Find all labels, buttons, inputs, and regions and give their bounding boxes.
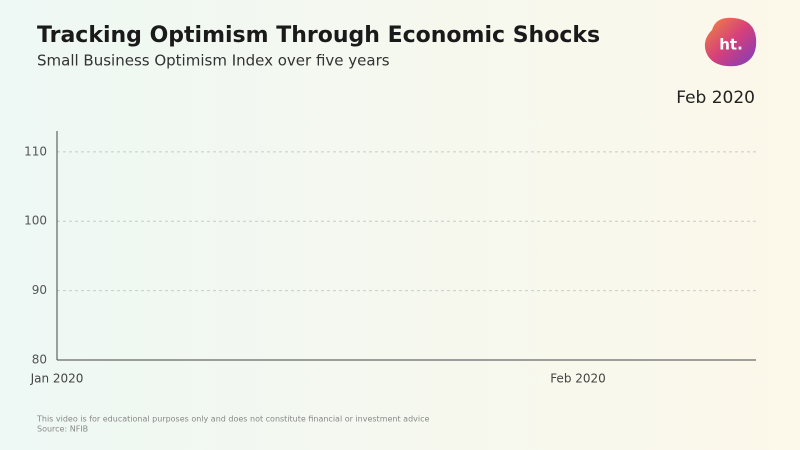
footnote: This video is for educational purposes o…	[36, 415, 429, 424]
y-tick-label: 100	[24, 214, 47, 228]
x-tick-label: Feb 2020	[550, 372, 606, 386]
chart-subtitle: Small Business Optimism Index over five …	[37, 52, 390, 70]
y-tick-label: 90	[32, 283, 47, 297]
x-tick-label: Jan 2020	[30, 372, 84, 386]
chart-title: Tracking Optimism Through Economic Shock…	[37, 23, 600, 48]
y-tick-label: 110	[24, 144, 47, 158]
logo-text: ht.	[719, 36, 743, 54]
logo-shape	[704, 17, 757, 67]
date-label: Feb 2020	[676, 88, 755, 108]
y-tick-label: 80	[32, 353, 47, 367]
source: Source: NFIB	[37, 425, 88, 434]
